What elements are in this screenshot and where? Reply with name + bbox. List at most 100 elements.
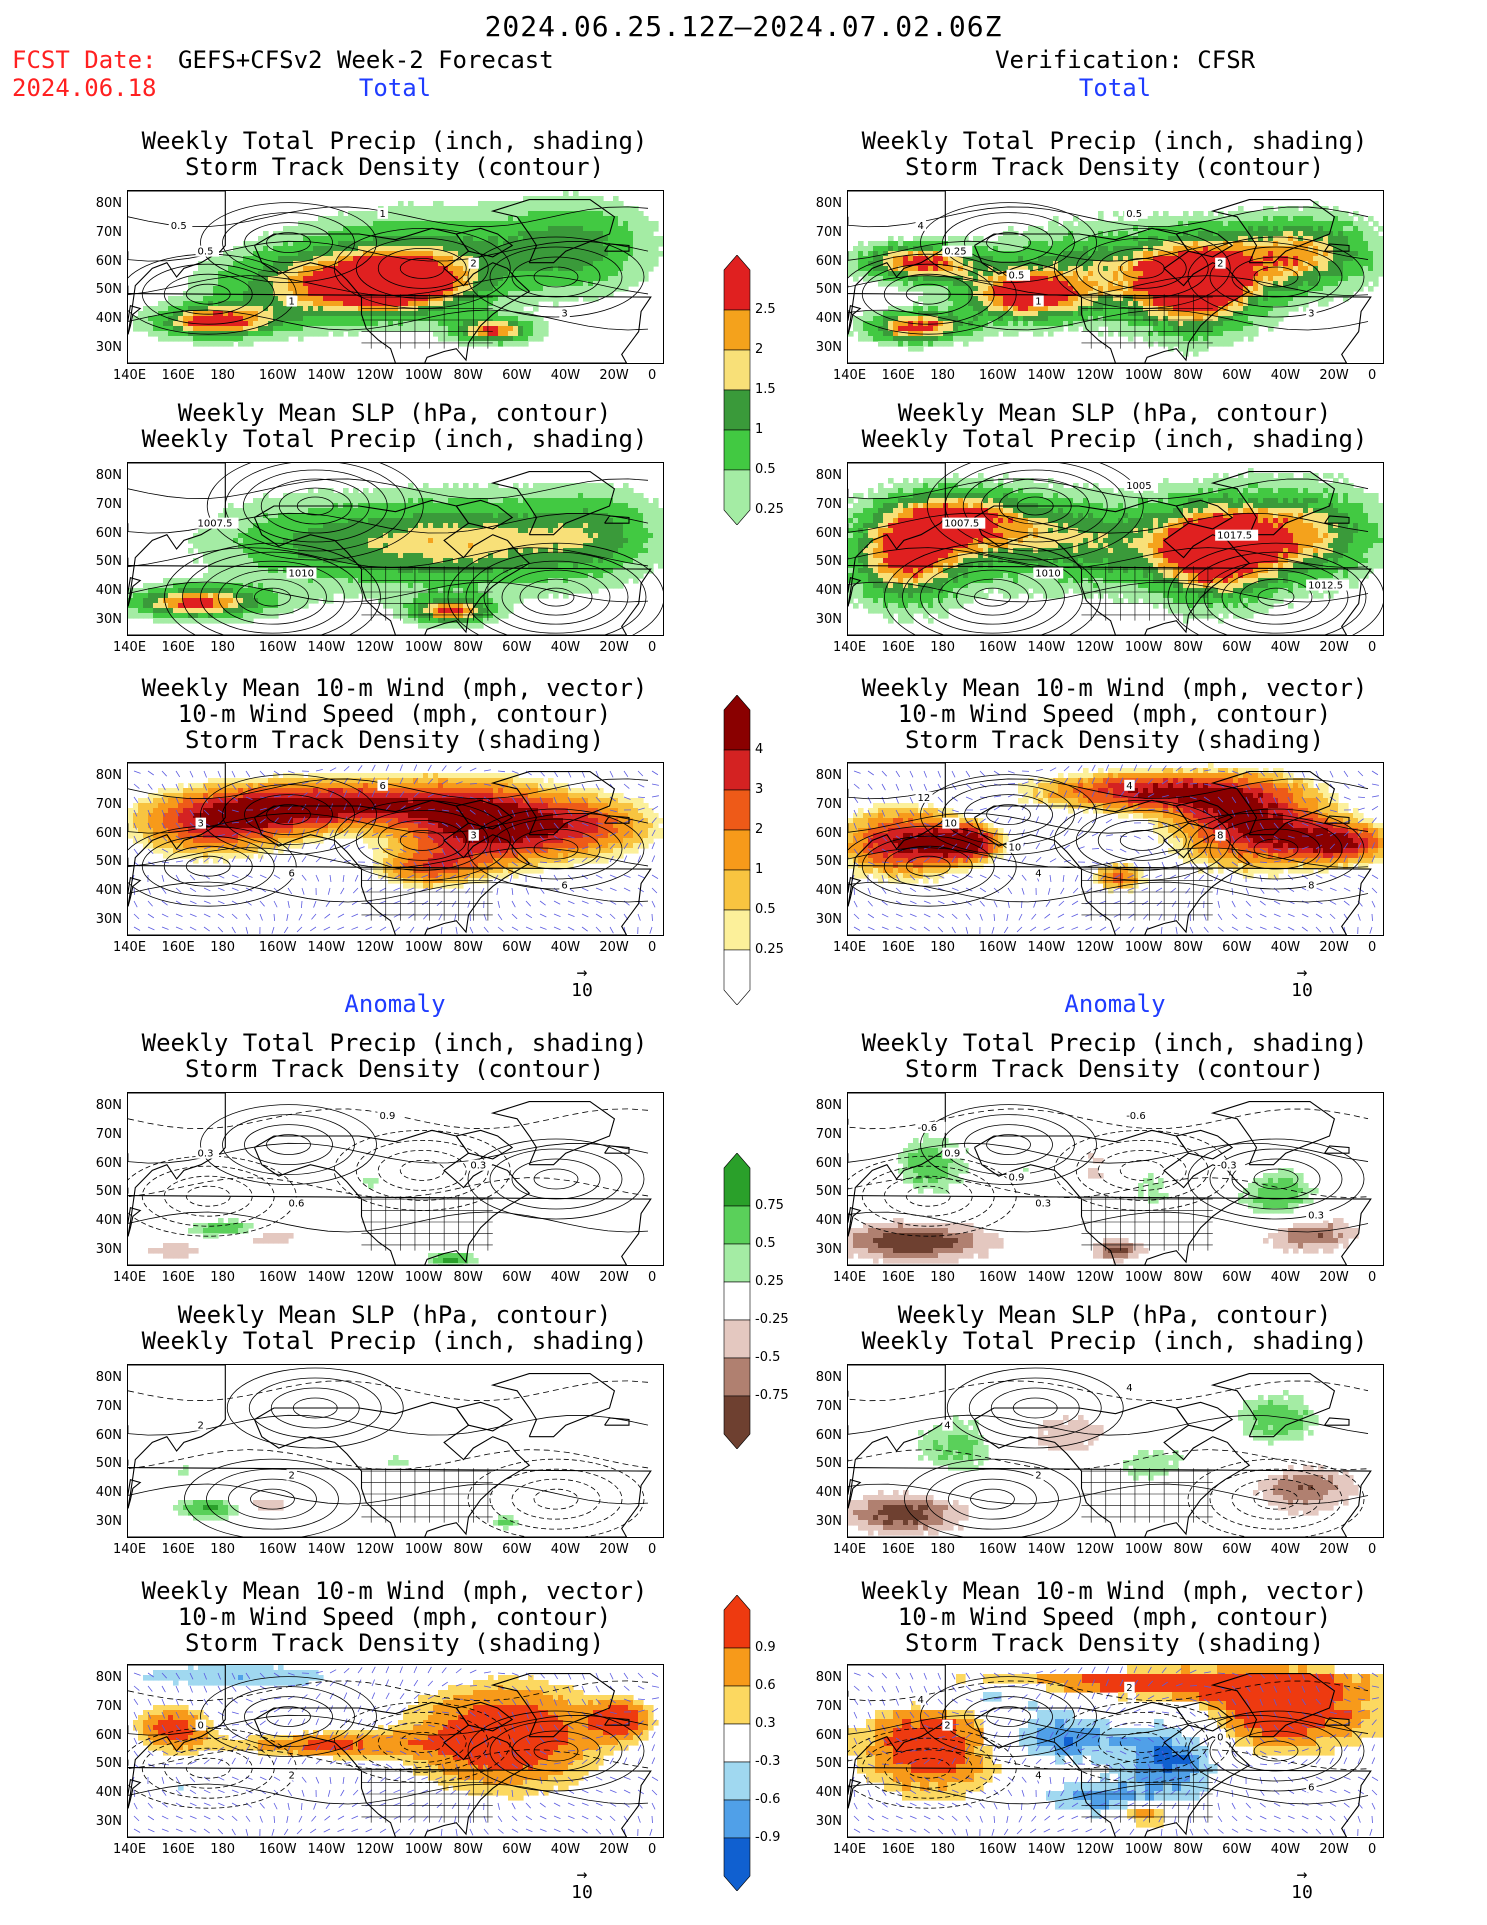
contour-label: 4 <box>918 1695 924 1706</box>
lon-label: 120W <box>356 1270 394 1285</box>
lon-label: 20W <box>599 1270 629 1285</box>
lat-label: 60N <box>815 1727 842 1743</box>
lon-label: 180 <box>210 368 236 383</box>
lon-label: 40W <box>550 940 581 955</box>
contour-label: 1010 <box>289 569 314 580</box>
colorbar-label: 1 <box>755 862 764 877</box>
lon-label: 140W <box>307 1842 346 1857</box>
lon-label: 160E <box>881 1270 915 1285</box>
colorbar-label: 2 <box>755 822 764 837</box>
lat-label: 80N <box>95 1670 122 1686</box>
map-svg: 4 2 4 <box>848 1365 1372 1537</box>
contour-label: 4 <box>918 221 924 232</box>
lon-label: 80W <box>453 640 483 655</box>
state-borders <box>1081 566 1213 621</box>
map-panel: 3 6 6 3 6 <box>127 762 664 936</box>
lon-label: 180 <box>210 1842 236 1857</box>
colorbar-label: 0.5 <box>755 902 776 917</box>
lon-label: 60W <box>502 940 532 955</box>
contour-label: 8 <box>1217 831 1223 842</box>
lon-label: 180 <box>210 940 236 955</box>
lon-label: 140W <box>307 940 346 955</box>
lat-label: 70N <box>815 1399 842 1414</box>
map-svg: 0.3 0.6 0.9 0.3 <box>128 1093 652 1265</box>
map-svg: 3 6 6 3 6 <box>128 763 663 935</box>
contour-label: 0.3 <box>1308 1211 1324 1222</box>
lat-label: 40N <box>815 883 842 898</box>
lat-label: 30N <box>95 911 122 927</box>
colorbar <box>722 1152 752 1453</box>
lon-label: 80W <box>453 368 483 383</box>
lon-label: 180 <box>930 640 956 655</box>
lon-label: 120W <box>356 640 394 655</box>
lat-label: 30N <box>95 1513 122 1529</box>
map-panel: 0.3 0.6 0.9 0.3 <box>127 1092 664 1266</box>
lon-label: 140E <box>113 940 147 955</box>
contour-label: 4 <box>1035 1771 1041 1782</box>
lon-label: 60W <box>502 1842 532 1857</box>
coastlines <box>848 763 1372 935</box>
lon-label: 80W <box>453 1542 483 1557</box>
colorbar <box>722 1594 752 1895</box>
lon-label: 80W <box>1173 368 1203 383</box>
lon-label: 80W <box>453 940 483 955</box>
colorbar-label: -0.75 <box>755 1388 789 1403</box>
contour-layer <box>128 463 663 635</box>
lon-label: 20W <box>599 368 629 383</box>
lon-label: 120W <box>356 368 394 383</box>
lon-label: 160E <box>161 1542 195 1557</box>
lon-label: 100W <box>1124 368 1163 383</box>
panel-title-line: Storm Track Density (contour) <box>184 1055 605 1083</box>
lat-label: 60N <box>95 1727 122 1743</box>
lon-label: 60W <box>1222 368 1252 383</box>
state-borders <box>361 866 493 921</box>
lat-label: 40N <box>95 1213 122 1228</box>
lon-label: 120W <box>1076 1270 1114 1285</box>
panel-title-line: Weekly Mean SLP (hPa, contour) <box>897 399 1332 427</box>
lon-label: 180 <box>930 1270 956 1285</box>
lat-label: 40N <box>815 1213 842 1228</box>
colorbar-anom_storm <box>723 1594 751 1892</box>
lat-label: 80N <box>815 1098 842 1114</box>
lon-label: 20W <box>599 940 629 955</box>
lat-label: 30N <box>95 1241 122 1257</box>
shading-layer <box>848 763 1383 894</box>
lon-label: 100W <box>404 368 443 383</box>
contour-label: 12 <box>918 793 931 804</box>
lon-label: 80W <box>453 1270 483 1285</box>
contour-label: 4 <box>1126 781 1132 792</box>
lat-label: 30N <box>815 611 842 627</box>
lon-label: 120W <box>1076 1842 1114 1857</box>
contour-label: 0 <box>198 1721 204 1732</box>
contour-label: 1 <box>1035 297 1041 308</box>
colorbar-label: -0.25 <box>755 1312 789 1327</box>
lon-label: 140W <box>307 1542 346 1557</box>
lon-label: 160E <box>881 1542 915 1557</box>
lon-label: 60W <box>502 1270 532 1285</box>
map-svg: 22 <box>128 1365 652 1537</box>
lon-label: 160E <box>161 1270 195 1285</box>
lat-label: 50N <box>815 1184 842 1200</box>
colorbar-label: -0.3 <box>755 1754 781 1769</box>
panel-title-line: Storm Track Density (shading) <box>904 726 1325 754</box>
lat-label: 60N <box>815 1427 842 1443</box>
lon-label: 20W <box>599 1842 629 1857</box>
lon-label: 120W <box>1076 368 1114 383</box>
lon-label: 180 <box>930 1542 956 1557</box>
shading-layer <box>128 773 663 889</box>
map-panel: 0.5 1 1 2 3 0.5 <box>127 190 664 364</box>
lon-label: 20W <box>1319 640 1349 655</box>
panel-title-line: Storm Track Density (shading) <box>904 1629 1325 1657</box>
lon-label: 140E <box>833 1842 867 1857</box>
lat-label: 60N <box>95 825 122 841</box>
panel-title-line: Weekly Total Precip (inch, shading) <box>861 1029 1368 1057</box>
lon-label: 160W <box>978 640 1017 655</box>
contour-label: 10 <box>944 819 957 830</box>
contour-layer <box>128 774 649 907</box>
lat-label: 40N <box>95 1785 122 1800</box>
map-panel: 10 4 4 8 8 12 10 <box>847 762 1384 936</box>
state-borders <box>361 1768 493 1823</box>
lon-label: 180 <box>210 1542 236 1557</box>
lat-label: 50N <box>95 854 122 870</box>
lat-label: 30N <box>95 611 122 627</box>
